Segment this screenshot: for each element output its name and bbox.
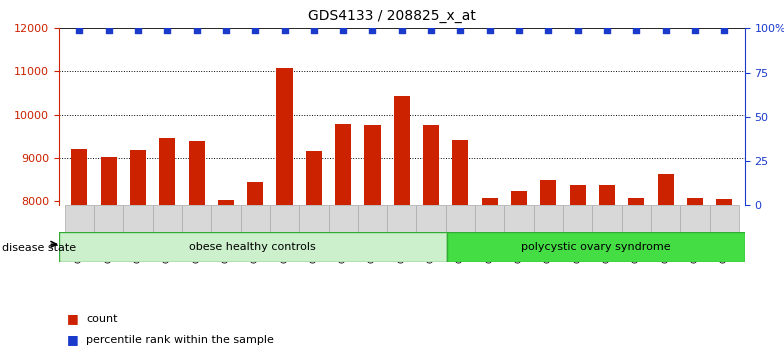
Bar [593,205,622,258]
Bar [247,182,263,205]
Bar [241,205,270,258]
Bar [100,157,117,205]
Point [659,27,672,33]
Bar [299,205,328,258]
Point [161,27,173,33]
Point [337,27,350,33]
Bar [622,205,651,258]
Point [718,27,731,33]
Point [191,27,203,33]
Bar [651,205,681,258]
Bar [365,125,380,205]
Point [220,27,232,33]
Bar [218,200,234,205]
Bar [387,205,416,258]
Bar [211,205,241,258]
Bar [94,205,123,258]
Point [395,27,408,33]
Point [307,27,320,33]
Point [249,27,262,33]
Bar [534,205,563,258]
Point [572,27,584,33]
Bar [681,205,710,258]
Bar [358,205,387,258]
Bar [188,142,205,205]
Bar [658,174,673,205]
Bar [563,205,593,258]
Bar [59,232,447,262]
Text: percentile rank within the sample: percentile rank within the sample [86,335,274,345]
Bar [123,205,153,258]
Text: disease state: disease state [2,243,77,253]
Bar [277,68,292,205]
Bar [570,185,586,205]
Bar [475,205,504,258]
Bar [153,205,182,258]
Bar [306,152,322,205]
Bar [416,205,446,258]
Bar [710,205,739,258]
Bar [335,124,351,205]
Bar [270,205,299,258]
Point [484,27,496,33]
Bar [394,96,410,205]
Bar [64,205,94,258]
Bar [540,180,557,205]
Bar [446,205,475,258]
Bar [182,205,211,258]
Bar [130,150,146,205]
Point [542,27,554,33]
Text: GDS4133 / 208825_x_at: GDS4133 / 208825_x_at [308,9,476,23]
Point [454,27,466,33]
Bar [328,205,358,258]
Point [103,27,115,33]
Text: obese healthy controls: obese healthy controls [189,242,316,252]
Point [278,27,291,33]
Bar [481,198,498,205]
Bar [687,198,703,205]
Bar [71,149,87,205]
Text: polycystic ovary syndrome: polycystic ovary syndrome [521,242,670,252]
Bar [452,140,469,205]
Point [630,27,643,33]
Point [688,27,701,33]
Bar [717,199,732,205]
Bar [599,184,615,205]
Point [513,27,525,33]
Bar [511,191,527,205]
Point [366,27,379,33]
Bar [447,232,745,262]
Point [132,27,144,33]
Text: ■: ■ [67,312,78,325]
Text: count: count [86,314,118,324]
Bar [159,138,176,205]
Bar [628,198,644,205]
Text: ■: ■ [67,333,78,346]
Point [425,27,437,33]
Bar [423,125,439,205]
Point [601,27,613,33]
Bar [504,205,534,258]
Point [73,27,85,33]
